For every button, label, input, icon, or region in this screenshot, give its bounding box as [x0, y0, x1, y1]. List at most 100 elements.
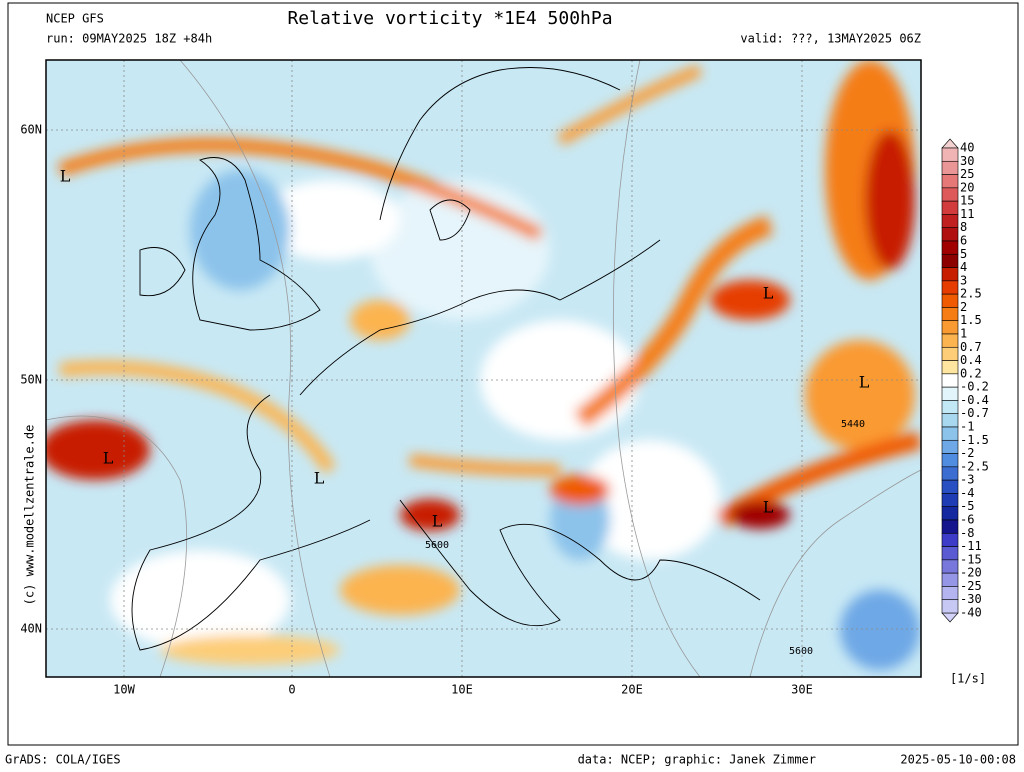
colorbar-box: [941, 187, 959, 202]
colorbar-label: -8: [960, 526, 974, 540]
colorbar-box: [941, 599, 959, 614]
vorticity-field: [46, 60, 921, 677]
run-info: run: 09MAY2025 18Z +84h: [46, 32, 212, 46]
colorbar-label: -20: [960, 566, 982, 580]
colorbar-label: -4: [960, 486, 974, 500]
colorbar-box: [941, 373, 959, 388]
colorbar-box: [941, 546, 959, 561]
colorbar-label: 6: [960, 234, 967, 248]
colorbar-label: -1.5: [960, 433, 989, 447]
colorbar-label: -2.5: [960, 459, 989, 473]
colorbar-box: [941, 240, 959, 255]
colorbar-box: [941, 346, 959, 361]
colorbar-box: [941, 413, 959, 428]
colorbar-label: -25: [960, 579, 982, 593]
colorbar-label: 15: [960, 194, 974, 208]
colorbar-label: 40: [960, 141, 974, 155]
footer-left: GrADS: COLA/IGES: [5, 753, 121, 767]
colorbar-box: [941, 227, 959, 242]
colorbar-label: -5: [960, 499, 974, 513]
colorbar-box: [941, 280, 959, 295]
contour-label: 5600: [789, 646, 813, 657]
footer-timestamp: 2025-05-10-00:08: [900, 753, 1016, 767]
colorbar-box: [941, 147, 959, 162]
lon-label: 20E: [621, 683, 643, 697]
colorbar-box: [941, 586, 959, 601]
colorbar-box: [941, 253, 959, 268]
low-marker: L: [763, 284, 774, 303]
colorbar-label: 2: [960, 300, 967, 314]
colorbar-label: -6: [960, 513, 974, 527]
contour-label: 5600: [425, 540, 449, 551]
low-marker: L: [60, 167, 71, 186]
map-title: Relative vorticity *1E4 500hPa: [287, 8, 612, 29]
lon-label: 10W: [113, 683, 135, 697]
lat-label: 50N: [20, 373, 42, 387]
outer-frame: [7, 2, 1019, 746]
colorbar-box: [941, 267, 959, 282]
colorbar-box: [941, 466, 959, 481]
colorbar-box: [941, 572, 959, 587]
colorbar-box: [941, 559, 959, 574]
colorbar-label: 30: [960, 154, 974, 168]
colorbar-label: 1.5: [960, 313, 982, 327]
colorbar-label: 3: [960, 273, 967, 287]
colorbar-label: -11: [960, 539, 982, 553]
colorbar-label: -1: [960, 420, 974, 434]
colorbar-label: -0.7: [960, 406, 989, 420]
colorbar-box: [941, 360, 959, 375]
colorbar-box: [941, 333, 959, 348]
watermark: (c) www.modellzentrale.de: [23, 425, 37, 606]
low-marker: L: [859, 373, 870, 392]
footer-credit: data: NCEP; graphic: Janek Zimmer: [578, 753, 816, 767]
map-frame: [45, 59, 922, 678]
colorbar-label: -2: [960, 446, 974, 460]
colorbar-label: 0.7: [960, 340, 982, 354]
colorbar-box: [941, 400, 959, 415]
low-marker: L: [314, 469, 325, 488]
colorbar-box: [941, 160, 959, 175]
colorbar-top-triangle: [941, 138, 959, 149]
colorbar-label: 2.5: [960, 287, 982, 301]
colorbar-label: 25: [960, 167, 974, 181]
low-marker: L: [432, 512, 443, 531]
lat-label: 60N: [20, 123, 42, 137]
colorbar-label: 1: [960, 327, 967, 341]
colorbar-bottom-triangle: [941, 612, 959, 623]
colorbar-box: [941, 519, 959, 534]
colorbar-box: [941, 532, 959, 547]
lat-label: 40N: [20, 622, 42, 636]
low-marker: L: [763, 498, 774, 517]
colorbar-label: 8: [960, 220, 967, 234]
model-name: NCEP GFS: [46, 12, 104, 26]
lon-label: 30E: [791, 683, 813, 697]
colorbar-box: [941, 214, 959, 229]
valid-info: valid: ???, 13MAY2025 06Z: [740, 32, 921, 46]
colorbar-label: 5: [960, 247, 967, 261]
colorbar-unit: [1/s]: [950, 672, 986, 686]
colorbar-label: 11: [960, 207, 974, 221]
colorbar-box: [941, 293, 959, 308]
colorbar-label: 0.2: [960, 366, 982, 380]
colorbar-label: 0.4: [960, 353, 982, 367]
colorbar-label: -0.2: [960, 380, 989, 394]
colorbar-box: [941, 493, 959, 508]
colorbar-label: -0.4: [960, 393, 989, 407]
colorbar-box: [941, 479, 959, 494]
colorbar-box: [941, 386, 959, 401]
colorbar-label: -3: [960, 473, 974, 487]
colorbar-label: 20: [960, 180, 974, 194]
lon-label: 10E: [451, 683, 473, 697]
lon-label: 0: [288, 683, 295, 697]
colorbar-box: [941, 439, 959, 454]
colorbar-label: -30: [960, 592, 982, 606]
colorbar-box: [941, 200, 959, 215]
colorbar-box: [941, 453, 959, 468]
colorbar-box: [941, 506, 959, 521]
colorbar-box: [941, 320, 959, 335]
low-marker: L: [103, 449, 114, 468]
contour-label: 5440: [841, 419, 865, 430]
colorbar-box: [941, 174, 959, 189]
colorbar-box: [941, 426, 959, 441]
